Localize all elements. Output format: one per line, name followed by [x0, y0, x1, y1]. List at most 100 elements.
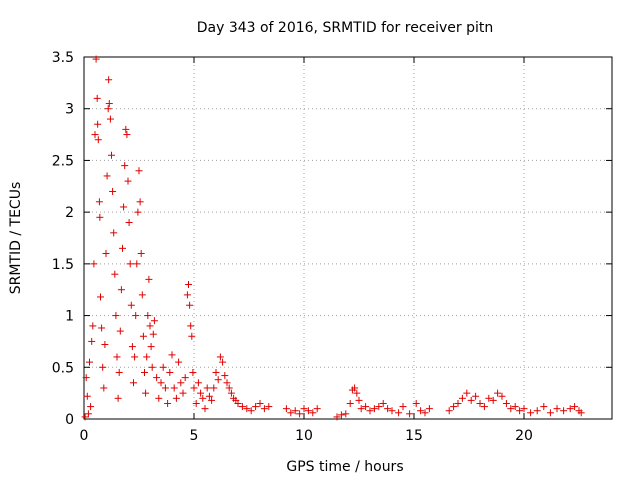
data-point [145, 275, 153, 283]
data-point [425, 405, 433, 413]
data-point [146, 322, 154, 330]
data-point [82, 374, 90, 382]
x-tick-label: 10 [295, 428, 313, 444]
data-points [81, 55, 585, 421]
data-point [86, 358, 93, 366]
data-point [103, 172, 111, 180]
data-point [84, 410, 92, 418]
data-point [472, 392, 480, 400]
data-point [132, 312, 140, 320]
data-point [252, 403, 260, 411]
y-axis-label: SRMTID / TECUs [8, 182, 24, 295]
data-point [476, 399, 484, 407]
data-point [135, 167, 143, 175]
data-point [454, 399, 462, 407]
data-point [463, 389, 471, 397]
data-point [379, 399, 387, 407]
data-point [256, 399, 264, 407]
data-point [149, 330, 157, 338]
data-point [148, 363, 156, 371]
data-point [313, 405, 321, 413]
data-point [333, 413, 341, 421]
data-point [219, 358, 227, 366]
data-point [112, 312, 120, 320]
data-point [553, 405, 561, 413]
data-point [571, 403, 579, 411]
data-point [113, 353, 121, 361]
data-point [111, 270, 119, 278]
data-point [337, 411, 345, 419]
data-point [179, 389, 187, 397]
data-point [120, 203, 128, 211]
data-point [115, 368, 123, 376]
data-point [309, 409, 317, 417]
data-point [187, 322, 195, 330]
data-point [214, 376, 222, 384]
data-point [351, 384, 359, 392]
data-point [155, 394, 163, 402]
data-point [157, 379, 165, 387]
data-point [216, 353, 224, 361]
data-point [100, 384, 108, 392]
data-point [109, 187, 117, 195]
data-point [83, 392, 91, 400]
data-point [205, 392, 213, 400]
data-point [375, 403, 383, 411]
data-point [166, 368, 174, 376]
x-tick-label: 5 [190, 428, 199, 444]
data-point [95, 198, 103, 206]
data-point [181, 374, 189, 382]
data-point [168, 351, 176, 359]
data-point [450, 403, 458, 411]
data-point [395, 409, 403, 417]
data-point [133, 260, 141, 268]
data-point [125, 218, 133, 226]
data-point [227, 389, 235, 397]
data-point [494, 389, 502, 397]
axis-ticks [83, 56, 612, 420]
data-point [150, 317, 158, 325]
data-point [247, 407, 255, 415]
data-point [527, 409, 535, 417]
y-tick-label: 0 [65, 412, 74, 428]
data-point [498, 392, 506, 400]
data-point [186, 301, 194, 309]
data-point [99, 363, 107, 371]
data-point [142, 389, 150, 397]
data-point [208, 396, 216, 404]
data-point [159, 363, 167, 371]
x-tick-label: 0 [80, 428, 89, 444]
grid [84, 57, 612, 419]
data-point [199, 394, 207, 402]
data-point [406, 410, 414, 418]
data-point [412, 399, 420, 407]
data-point [134, 208, 142, 216]
data-point [183, 291, 191, 299]
data-point [577, 409, 585, 417]
data-point [137, 250, 145, 258]
data-point [143, 353, 151, 361]
x-tick-label: 15 [405, 428, 423, 444]
data-point [117, 286, 125, 294]
y-tick-label: 2.5 [52, 153, 74, 169]
data-point [304, 407, 312, 415]
data-point [287, 409, 295, 417]
data-point [177, 379, 185, 387]
data-point [189, 368, 197, 376]
data-point [94, 136, 102, 144]
data-point [110, 229, 118, 237]
y-tick-label: 3 [65, 102, 74, 118]
y-tick-label: 1 [65, 309, 74, 325]
data-point [502, 399, 510, 407]
data-point [139, 332, 147, 340]
data-point [161, 384, 169, 392]
data-point [87, 403, 95, 411]
data-point [421, 409, 429, 417]
data-point [141, 368, 148, 376]
data-point [489, 396, 497, 404]
data-point [90, 260, 98, 268]
data-point [507, 405, 515, 413]
data-point [192, 399, 200, 407]
data-point [221, 372, 229, 380]
x-tick-labels: 0 5 10 15 20 [80, 428, 533, 444]
